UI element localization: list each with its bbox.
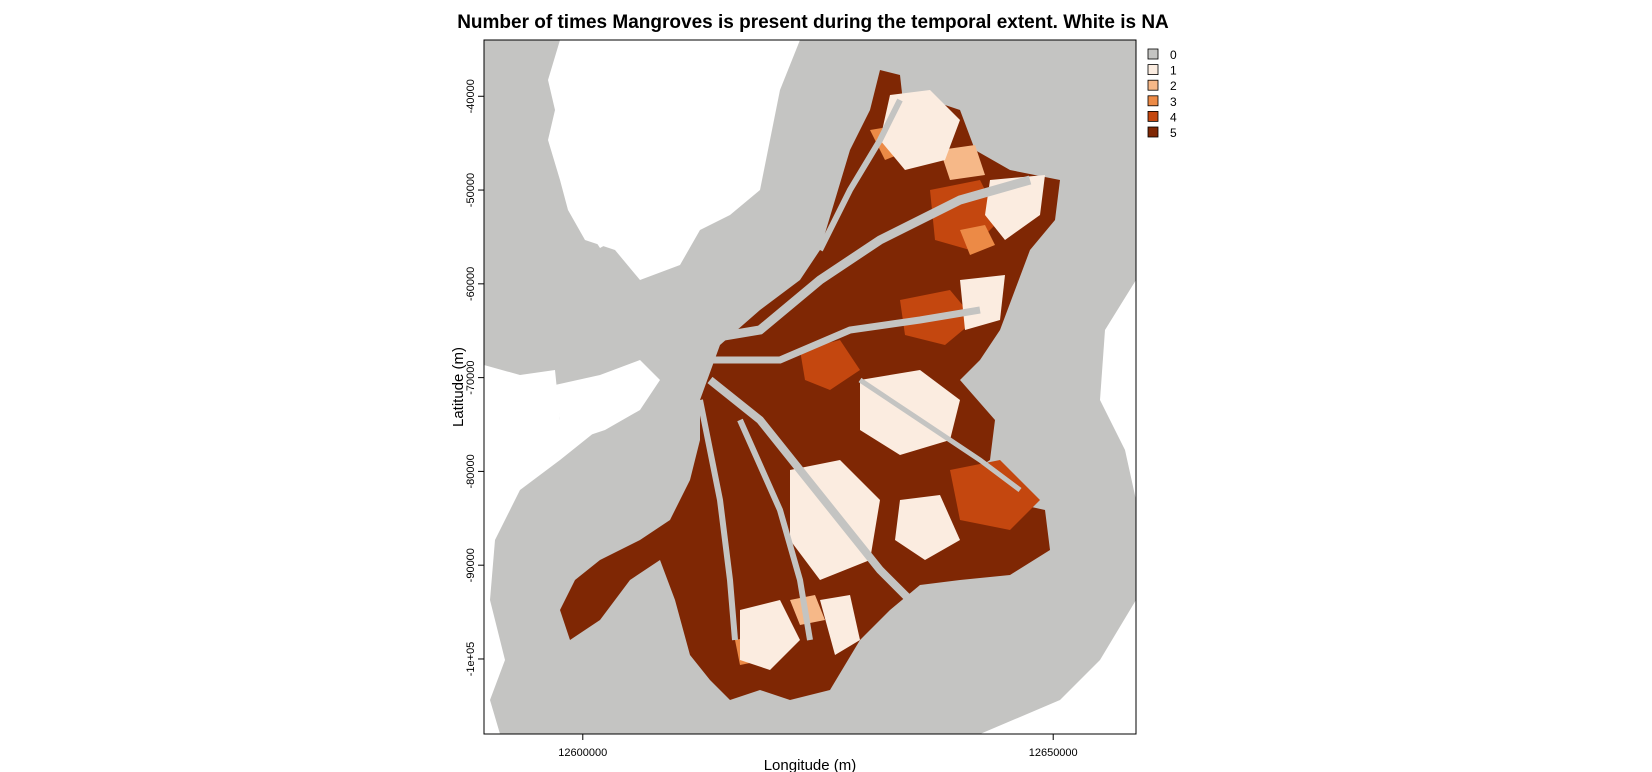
legend-label: 4 [1170,110,1177,124]
legend-swatch [1147,111,1159,122]
chart-title: Number of times Mangroves is present dur… [457,12,1169,33]
y-tick-label: -90000 [465,548,477,582]
legend: 0 12 34 5 [1147,48,1177,140]
x-tick-label: 12600000 [558,747,607,759]
x-axis-label: Longitude (m) [764,757,857,772]
legend-label: 3 [1170,95,1177,109]
na-channel-region [555,360,660,440]
y-tick-label: -1e+05 [465,642,477,677]
y-tick-label: -80000 [465,454,477,488]
na-bay-region [575,128,630,248]
legend-label: 0 [1170,48,1177,62]
plot-frame [483,39,1137,735]
legend-label: 2 [1170,79,1177,93]
legend-swatch [1147,64,1159,75]
legend-swatch [1147,126,1159,138]
y-tick-label: -60000 [465,267,477,301]
x-axis: 12600000 12650000 [558,734,1078,759]
legend-label: 1 [1170,64,1177,78]
legend-swatch [1147,48,1159,60]
y-axis: -40000 -50000 -60000 -70000 -80000 -90000 -1e+… [465,79,484,676]
y-tick-label: -70000 [465,360,477,394]
legend-swatch [1147,79,1159,91]
y-axis-label: Latitude (m) [450,347,467,427]
y-tick-label: -40000 [465,79,477,113]
map-raster [484,40,1136,734]
channel-network [697,98,1032,641]
legend-swatch [1147,95,1159,107]
y-tick-label: -50000 [465,173,477,207]
x-tick-label: 12650000 [1029,747,1078,759]
legend-label: 5 [1170,126,1177,140]
